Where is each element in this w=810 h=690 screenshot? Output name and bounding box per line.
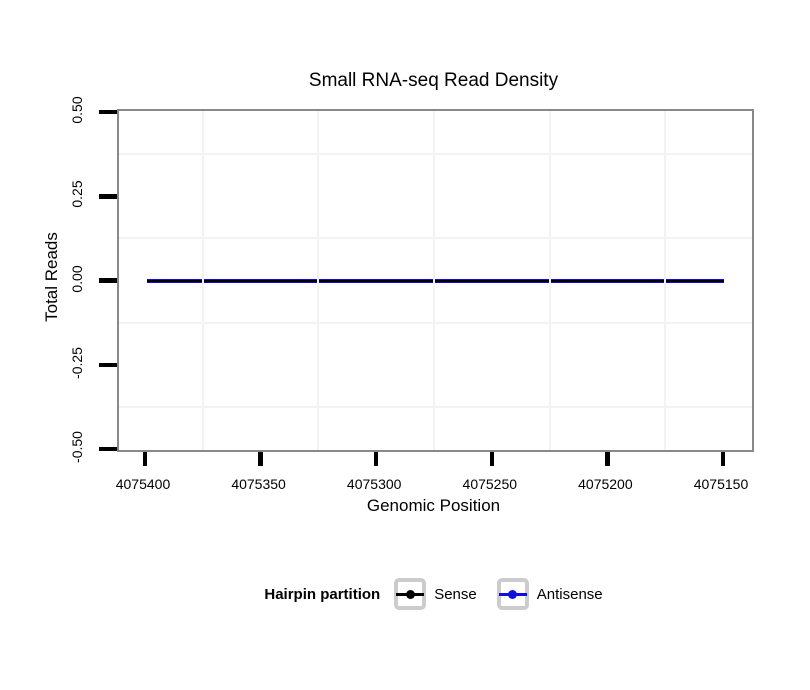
x-axis-tick (258, 452, 263, 466)
x-axis-title: Genomic Position (366, 496, 501, 515)
sense-series-line (147, 279, 724, 282)
y-axis-tick (99, 109, 117, 115)
x-axis-tick (373, 452, 379, 466)
legend-key-sense (394, 578, 427, 610)
y-axis-tick (99, 194, 117, 199)
plot-panel (99, 109, 754, 466)
y-tick-label: -0.25 (69, 346, 85, 379)
minor-gridline-horizontal (119, 405, 752, 408)
legend-label-antisense: Antisense (536, 585, 603, 603)
minor-gridline-vertical (664, 111, 667, 450)
x-tick-label: 4075350 (231, 476, 286, 492)
x-axis-tick (720, 452, 726, 466)
x-axis-tick (605, 452, 610, 466)
x-tick-label: 4075300 (346, 476, 402, 492)
x-tick-label: 4075200 (578, 476, 633, 492)
x-tick-label: 4075400 (115, 476, 171, 492)
minor-gridline-vertical (201, 111, 204, 450)
sense-point-swatch-icon (405, 589, 415, 599)
y-axis-title: Total Reads (42, 232, 61, 322)
x-axis-tick (489, 452, 495, 466)
minor-gridline-horizontal (119, 321, 752, 324)
y-tick-label: -0.50 (69, 431, 85, 463)
legend-title: Hairpin partition (264, 585, 381, 603)
minor-gridline-vertical (317, 111, 320, 450)
y-tick-label: 0.25 (69, 180, 85, 208)
x-axis-tick (142, 452, 148, 466)
y-axis-tick (99, 446, 117, 452)
y-axis-tick (99, 362, 117, 367)
x-tick-label: 4075150 (693, 476, 749, 492)
minor-gridline-vertical (548, 111, 551, 450)
minor-gridline-horizontal (119, 153, 752, 156)
chart-title: Small RNA-seq Read Density (308, 70, 559, 91)
minor-gridline-vertical (433, 111, 435, 450)
legend-label-sense: Sense (434, 585, 477, 603)
y-axis-tick (99, 278, 117, 283)
x-tick-label: 4075250 (462, 476, 518, 492)
legend: Hairpin partition Sense Antisense (117, 575, 750, 613)
legend-key-antisense (496, 578, 529, 610)
antisense-point-swatch-icon (508, 589, 518, 599)
y-tick-label: 0.50 (69, 96, 85, 124)
minor-gridline-horizontal (119, 237, 752, 240)
y-tick-label: 0.00 (69, 264, 85, 293)
